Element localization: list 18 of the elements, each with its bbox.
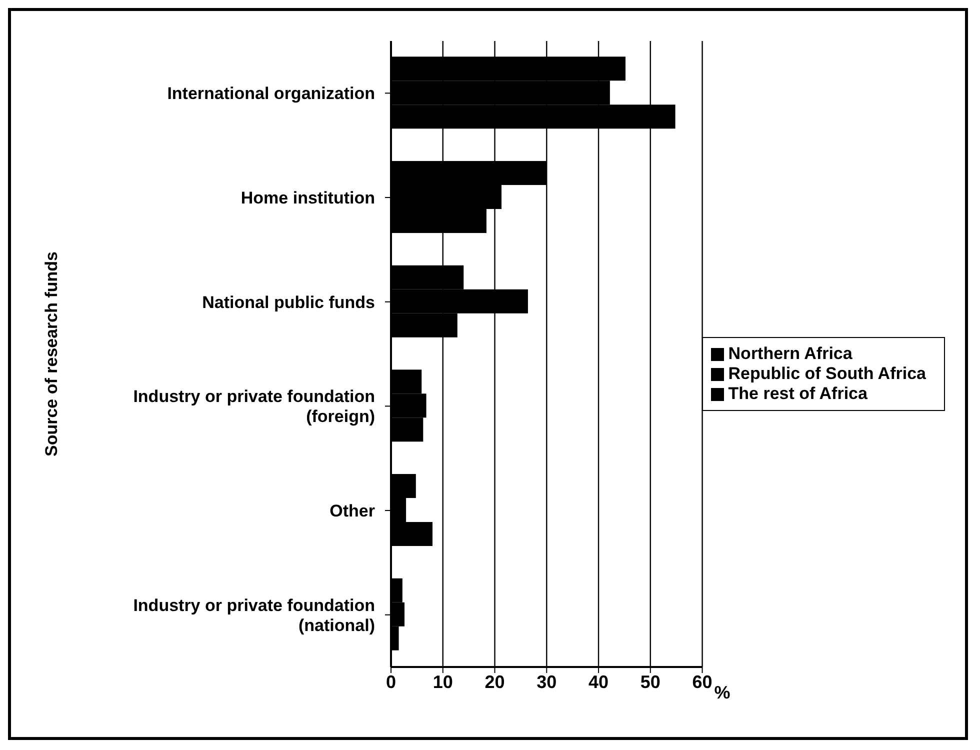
y-tick-label: International organization bbox=[167, 84, 375, 103]
y-tick-label: Home institution bbox=[240, 188, 375, 207]
x-tick-label: 60 bbox=[692, 672, 712, 692]
x-tick-label: 50 bbox=[640, 672, 660, 692]
y-tick-label: Other bbox=[330, 501, 376, 520]
legend-label: Republic of South Africa bbox=[728, 364, 926, 383]
x-tick-label: 0 bbox=[386, 672, 396, 692]
x-tick-label: 30 bbox=[536, 672, 557, 692]
x-tick-label: 10 bbox=[432, 672, 453, 692]
y-tick-label: Industry or private foundation (national) bbox=[133, 595, 375, 634]
legend-label: The rest of Africa bbox=[728, 384, 868, 403]
legend-label: Northern Africa bbox=[728, 344, 852, 363]
x-tick-label: 40 bbox=[588, 672, 609, 692]
y-tick-label: National public funds bbox=[202, 292, 375, 312]
y-tick-label: Industry or private foundation (foreign) bbox=[133, 386, 375, 426]
x-axis-title: % bbox=[714, 682, 730, 702]
y-axis-title: Source of research funds bbox=[42, 251, 62, 457]
x-tick-label: 20 bbox=[484, 672, 505, 692]
